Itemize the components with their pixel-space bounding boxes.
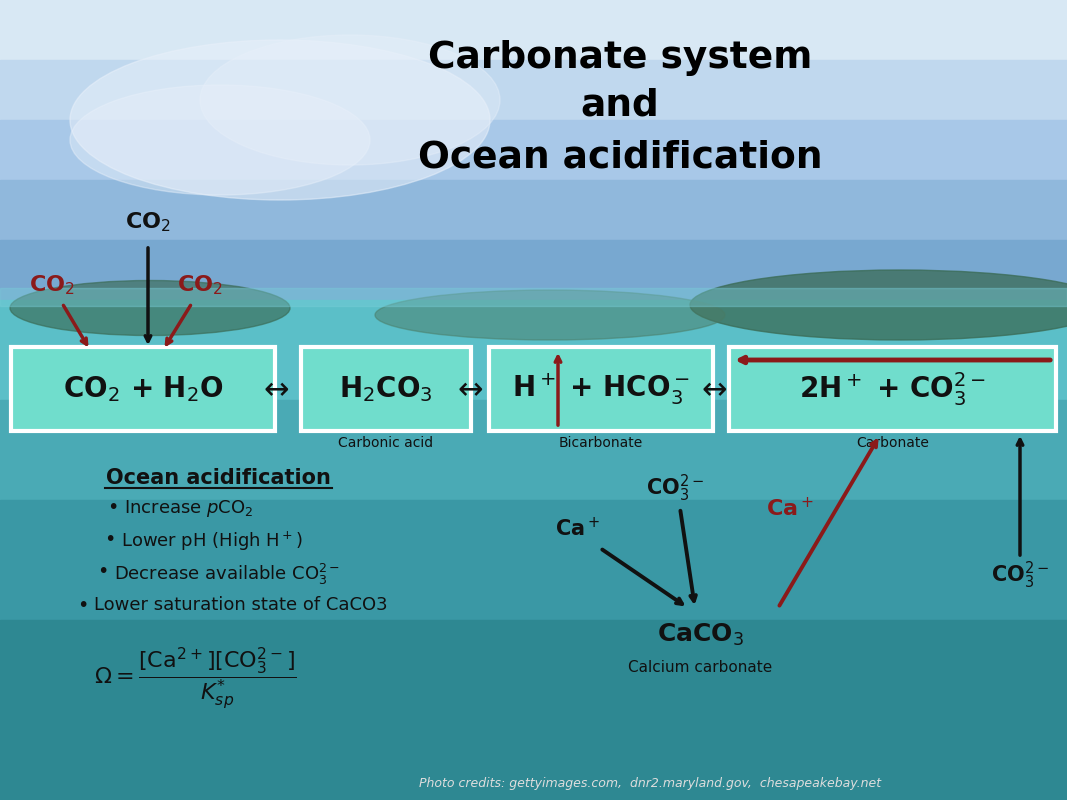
Text: H$^+$ + HCO$_3^-$: H$^+$ + HCO$_3^-$ <box>512 371 690 407</box>
Bar <box>0 0 1067 60</box>
Text: CO$_3^{2-}$: CO$_3^{2-}$ <box>646 472 704 504</box>
Text: Ca$^+$: Ca$^+$ <box>556 516 601 540</box>
Text: CO$_2$: CO$_2$ <box>177 274 223 297</box>
Text: •: • <box>105 530 115 549</box>
Text: $\leftrightarrow$: $\leftrightarrow$ <box>452 374 484 403</box>
Ellipse shape <box>70 85 370 195</box>
Text: Ocean acidification: Ocean acidification <box>418 140 823 176</box>
Text: Lower saturation state of CaCO3: Lower saturation state of CaCO3 <box>94 596 387 614</box>
Text: Photo credits: gettyimages.com,  dnr2.maryland.gov,  chesapeakebay.net: Photo credits: gettyimages.com, dnr2.mar… <box>419 777 881 790</box>
Bar <box>0 300 1067 400</box>
Text: and: and <box>580 87 659 123</box>
Text: •: • <box>97 562 109 581</box>
FancyBboxPatch shape <box>11 347 275 431</box>
Text: Calcium carbonate: Calcium carbonate <box>627 660 773 675</box>
Text: •: • <box>108 498 118 517</box>
Bar <box>0 288 1067 306</box>
Text: $\leftrightarrow$: $\leftrightarrow$ <box>696 374 728 403</box>
FancyBboxPatch shape <box>301 347 471 431</box>
Ellipse shape <box>10 281 290 335</box>
Text: Decrease available CO$_3^{2-}$: Decrease available CO$_3^{2-}$ <box>114 562 340 587</box>
Bar <box>0 120 1067 180</box>
Bar <box>0 240 1067 300</box>
Bar <box>0 620 1067 800</box>
Text: $\leftrightarrow$: $\leftrightarrow$ <box>258 374 290 403</box>
Bar <box>0 400 1067 500</box>
Text: Bicarbonate: Bicarbonate <box>559 436 643 450</box>
FancyBboxPatch shape <box>489 347 713 431</box>
Ellipse shape <box>70 40 490 200</box>
Bar <box>0 180 1067 240</box>
Text: Ocean acidification: Ocean acidification <box>106 468 331 488</box>
FancyBboxPatch shape <box>729 347 1056 431</box>
Text: Carbonic acid: Carbonic acid <box>338 436 433 450</box>
Ellipse shape <box>200 35 500 165</box>
Text: Ca$^+$: Ca$^+$ <box>766 496 814 520</box>
Text: CO$_2$: CO$_2$ <box>125 210 171 234</box>
Text: 2H$^+$ + CO$_3^{2-}$: 2H$^+$ + CO$_3^{2-}$ <box>799 370 986 408</box>
Ellipse shape <box>690 270 1067 340</box>
Text: CO$_2$ + H$_2$O: CO$_2$ + H$_2$O <box>63 374 223 404</box>
Text: H$_2$CO$_3$: H$_2$CO$_3$ <box>339 374 433 404</box>
Bar <box>0 60 1067 120</box>
Text: Carbonate: Carbonate <box>856 436 929 450</box>
Text: CO$_2$: CO$_2$ <box>29 274 75 297</box>
Text: Carbonate system: Carbonate system <box>428 40 812 76</box>
Bar <box>0 500 1067 620</box>
Text: •: • <box>77 596 89 615</box>
Text: Increase $p$CO$_2$: Increase $p$CO$_2$ <box>124 498 253 519</box>
Ellipse shape <box>375 290 724 340</box>
Text: CaCO$_3$: CaCO$_3$ <box>656 622 744 648</box>
Text: CO$_3^{2-}$: CO$_3^{2-}$ <box>991 559 1049 590</box>
Text: $\Omega = \dfrac{[\mathrm{Ca}^{2+}][\mathrm{CO}_3^{2-}]}{K_{sp}^{*}}$: $\Omega = \dfrac{[\mathrm{Ca}^{2+}][\mat… <box>94 645 297 712</box>
Text: Lower pH (High H$^+$): Lower pH (High H$^+$) <box>121 530 303 554</box>
